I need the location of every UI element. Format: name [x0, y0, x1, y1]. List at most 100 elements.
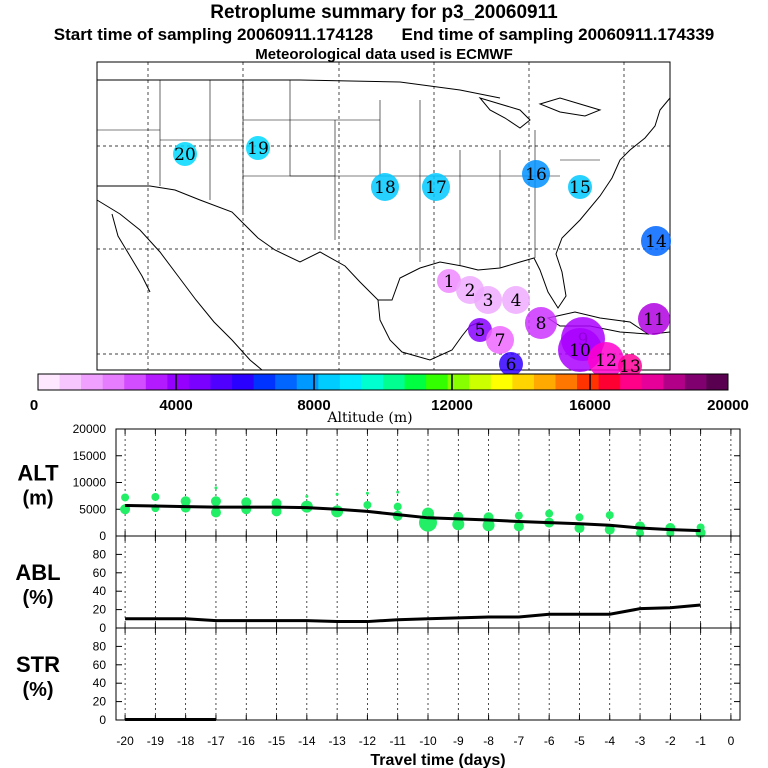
plume-circle: [588, 342, 624, 378]
y-tick-label: 20000: [73, 422, 107, 436]
altitude-point: [482, 519, 495, 532]
plume-point: 11: [638, 303, 670, 335]
x-tick-label: -5: [574, 734, 585, 748]
plume-point: 6: [499, 352, 523, 376]
altitude-point: [210, 507, 221, 518]
plume-day-label: 11: [643, 310, 665, 330]
y-tick-label: 60: [93, 658, 107, 672]
colorbar-segment: [663, 374, 686, 390]
x-tick-label: -11: [389, 734, 406, 748]
colorbar-segment: [59, 374, 82, 390]
time-series-panels: 05000100001500020000ALT(m)020406080ABL(%…: [15, 422, 741, 768]
colorbar-segment: [383, 374, 406, 390]
plume-circle: [522, 160, 550, 188]
colorbar-segment: [81, 374, 104, 390]
colorbar-segment: [577, 374, 600, 390]
plume-point: 16: [522, 160, 550, 188]
plume-circle: [173, 142, 197, 166]
plume-circle: [437, 269, 461, 293]
y-tick-label: 40: [93, 676, 107, 690]
plume-point: 3: [474, 286, 502, 314]
plume-circle: [641, 226, 671, 256]
plume-points: 2019181716151411123456789101213: [173, 136, 671, 378]
y-tick-label: 0: [99, 529, 106, 543]
x-tick-label: -10: [419, 734, 437, 748]
x-tick-label: -1: [695, 734, 706, 748]
x-axis-label: Travel time (days): [370, 752, 505, 768]
altitude-point: [214, 486, 218, 490]
colorbar-segment: [275, 374, 298, 390]
plume-day-label: 3: [483, 291, 494, 311]
x-tick-label: -4: [604, 734, 615, 748]
x-tick-label: -20: [116, 734, 134, 748]
x-tick-label: -6: [544, 734, 555, 748]
panel-abl: 0 20 40 60 80 ABL(%): [15, 535, 741, 635]
colorbar-tick-label: 20000: [707, 397, 749, 414]
altitude-point: [605, 511, 614, 520]
plume-point: 19: [246, 136, 270, 160]
y-tick-label: 80: [93, 639, 107, 653]
plume-day-label: 15: [569, 178, 591, 198]
panel-label: STR: [16, 652, 60, 677]
plume-day-label: 20: [174, 145, 196, 165]
plume-point: 13: [618, 354, 642, 378]
colorbar-segment: [339, 374, 362, 390]
colorbar-segment: [533, 374, 556, 390]
plume-point: 17: [422, 173, 450, 201]
colorbar-segment: [296, 374, 319, 390]
colorbar-frame: [37, 373, 729, 391]
x-tick-label: -13: [328, 734, 346, 748]
colorbar-axis-label: Altitude (m): [326, 410, 412, 426]
plume-day-label: 1: [444, 272, 455, 292]
plume-day-label: 6: [506, 355, 517, 375]
colorbar-tick-label: 8000: [297, 397, 330, 414]
plume-day-label: 7: [495, 331, 506, 351]
altitude-point: [575, 513, 584, 522]
altitude-point: [452, 518, 465, 531]
plume-point: 4: [502, 286, 530, 314]
altitude-point: [393, 502, 402, 511]
end-time-label: End time of sampling 20060911.174339: [401, 25, 715, 44]
colorbar-segment: [426, 374, 449, 390]
x-tick-label: -17: [207, 734, 225, 748]
plume-point: 14: [641, 226, 671, 256]
plot-title: Retroplume summary for p3_20060911: [210, 2, 558, 23]
x-tick-label: -19: [147, 734, 165, 748]
altitude-point: [396, 490, 400, 494]
plume-day-label: 5: [475, 321, 486, 341]
altitude-point: [666, 529, 675, 538]
colorbar-segment: [447, 374, 470, 390]
plume-day-label: 12: [595, 351, 617, 371]
altitude-point: [574, 522, 585, 533]
colorbar-segment: [167, 374, 190, 390]
x-tick-label: -14: [298, 734, 316, 748]
y-tick-label: 5000: [79, 502, 106, 516]
x-tick-label: -16: [238, 734, 256, 748]
x-tick-label: -2: [665, 734, 676, 748]
altitude-point: [363, 500, 372, 509]
panel-alt: 0 5000 10000 15000 20000 ALT(m): [17, 422, 741, 543]
y-tick-label: 40: [93, 584, 107, 598]
series-line-abl: [125, 603, 701, 624]
plume-circle: [638, 303, 670, 335]
altitude-colorbar: 0 4000 8000 12000 16000 20000 Altitude (m): [30, 373, 749, 426]
panel-unit: (m): [22, 488, 53, 510]
plume-day-label: 10: [569, 341, 591, 361]
colorbar-segment: [598, 374, 621, 390]
altitude-point: [335, 492, 339, 496]
panel-str: 0 20 40 60 80 STR(%): [16, 627, 741, 727]
y-tick-label: 60: [93, 566, 107, 580]
plume-circle: [525, 307, 557, 339]
colorbar-segment: [706, 374, 729, 390]
colorbar-tick-label: 12000: [431, 397, 473, 414]
plume-circle: [468, 318, 492, 342]
x-tick-label: -3: [635, 734, 646, 748]
colorbar-segment: [188, 374, 211, 390]
plume-point: 1: [437, 269, 461, 293]
plume-circle: [618, 354, 642, 378]
colorbar-segment: [555, 374, 578, 390]
met-data-label: Meteorological data used is ECMWF: [255, 46, 513, 63]
plume-day-label: 14: [645, 232, 667, 252]
x-tick-label: -15: [268, 734, 286, 748]
x-tick-label: -7: [514, 734, 525, 748]
